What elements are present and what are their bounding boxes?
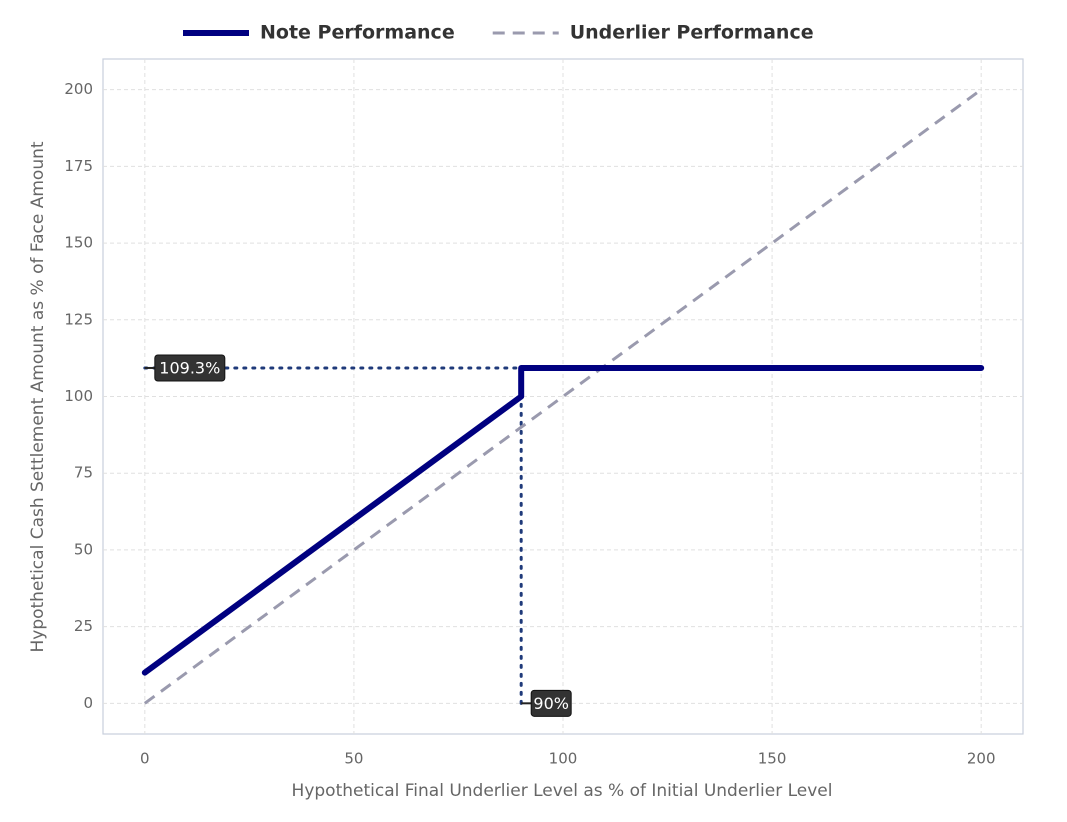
y-tick-label: 175 <box>64 157 93 175</box>
x-tick-label: 100 <box>549 750 578 768</box>
series-line <box>143 88 983 705</box>
series-line <box>141 364 985 676</box>
y-tick-label: 0 <box>83 694 93 712</box>
y-tick-label: 125 <box>64 310 93 328</box>
legend-label: Underlier Performance <box>570 22 814 44</box>
annotation-box <box>154 354 226 382</box>
y-tick-label: 100 <box>64 387 93 405</box>
x-tick-label: 200 <box>967 750 996 768</box>
y-tick-label: 150 <box>64 234 93 252</box>
y-axis-label: Hypothetical Cash Settlement Amount as %… <box>28 141 48 652</box>
y-tick-label: 200 <box>64 80 93 98</box>
x-tick-label: 50 <box>344 750 363 768</box>
annotation-label: 109.3% <box>159 358 220 377</box>
annotation-box <box>530 689 572 717</box>
y-tick-label: 25 <box>74 617 93 635</box>
legend-label: Note Performance <box>260 22 455 44</box>
y-tick-label: 75 <box>74 464 93 482</box>
x-tick-label: 0 <box>140 750 150 768</box>
x-axis-label: Hypothetical Final Underlier Level as % … <box>292 781 833 801</box>
annotation-label: 90% <box>533 694 569 713</box>
y-tick-label: 50 <box>74 540 93 558</box>
x-tick-label: 150 <box>758 750 787 768</box>
